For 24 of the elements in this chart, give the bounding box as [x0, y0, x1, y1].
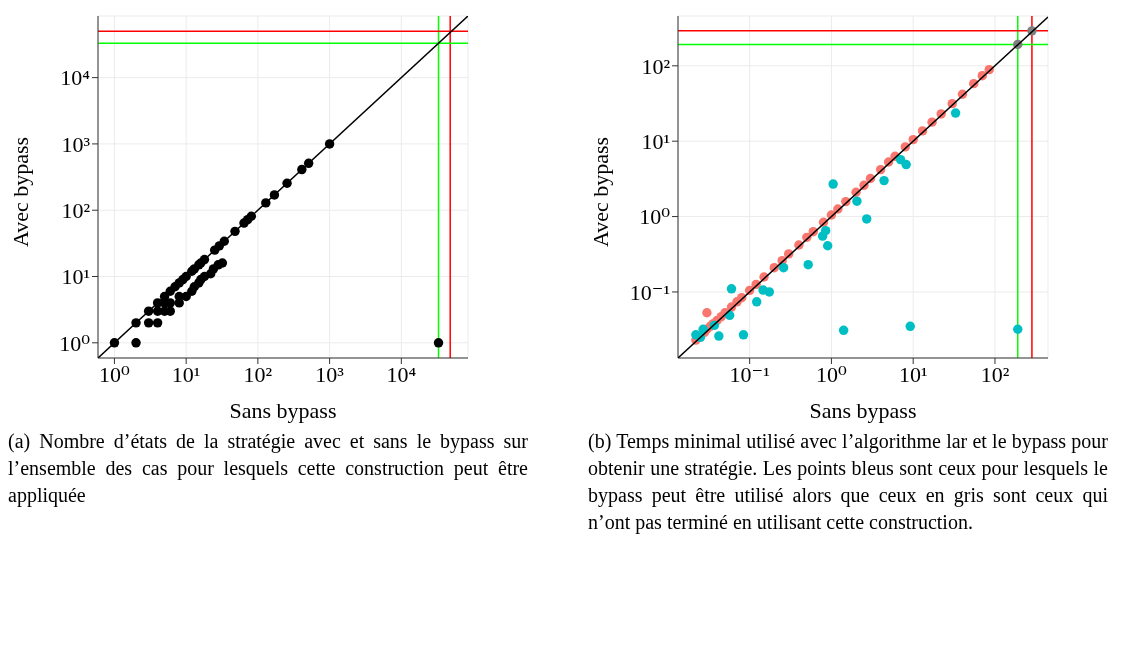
- y-axis-title: Avec bypass: [7, 136, 33, 247]
- y-tick-label: 10¹: [641, 129, 670, 155]
- x-tick-label: 10²: [980, 361, 1010, 387]
- y-tick-label: 10⁻¹: [629, 279, 670, 305]
- x-tick-label: 10⁴: [386, 361, 417, 387]
- x-tick-label: 10²: [243, 361, 273, 387]
- x-tick-label: 10⁰: [816, 361, 848, 387]
- y-tick-label: 10⁰: [59, 330, 91, 356]
- x-tick-label: 10¹: [171, 361, 201, 387]
- text: (a) Nombre d’états de la stratégie avec et sans le bypass sur l’ensemble des cas pour lesquels cette construction peut être appliquée: [8, 429, 529, 509]
- y-tick-label: 10³: [61, 131, 91, 157]
- x-tick-label: 10³: [315, 361, 345, 387]
- y-tick-label: 10²: [61, 198, 91, 224]
- y-tick-label: 10¹: [61, 264, 90, 290]
- y-tick-label: 10⁰: [639, 204, 671, 230]
- text: (b) Temps minimal utilisé avec l’algorithme lar et le bypass pour obtenir une stratégie. Les points bleus sont ceux pour lesquels le bypass peut être utilisé alors que ceux en gris sont ceux qui n’ont pas terminé en utilisant cette construction.: [588, 429, 1109, 536]
- x-axis-title: Sans bypass: [809, 398, 917, 423]
- x-tick-label: 10¹: [898, 361, 928, 387]
- x-tick-label: 10⁻¹: [729, 361, 770, 387]
- y-tick-label: 10⁴: [60, 65, 91, 91]
- y-tick-label: 10²: [641, 53, 671, 79]
- x-axis-title: Sans bypass: [229, 398, 337, 423]
- y-axis-title: Avec bypass: [587, 136, 613, 247]
- x-tick-label: 10⁰: [99, 361, 131, 387]
